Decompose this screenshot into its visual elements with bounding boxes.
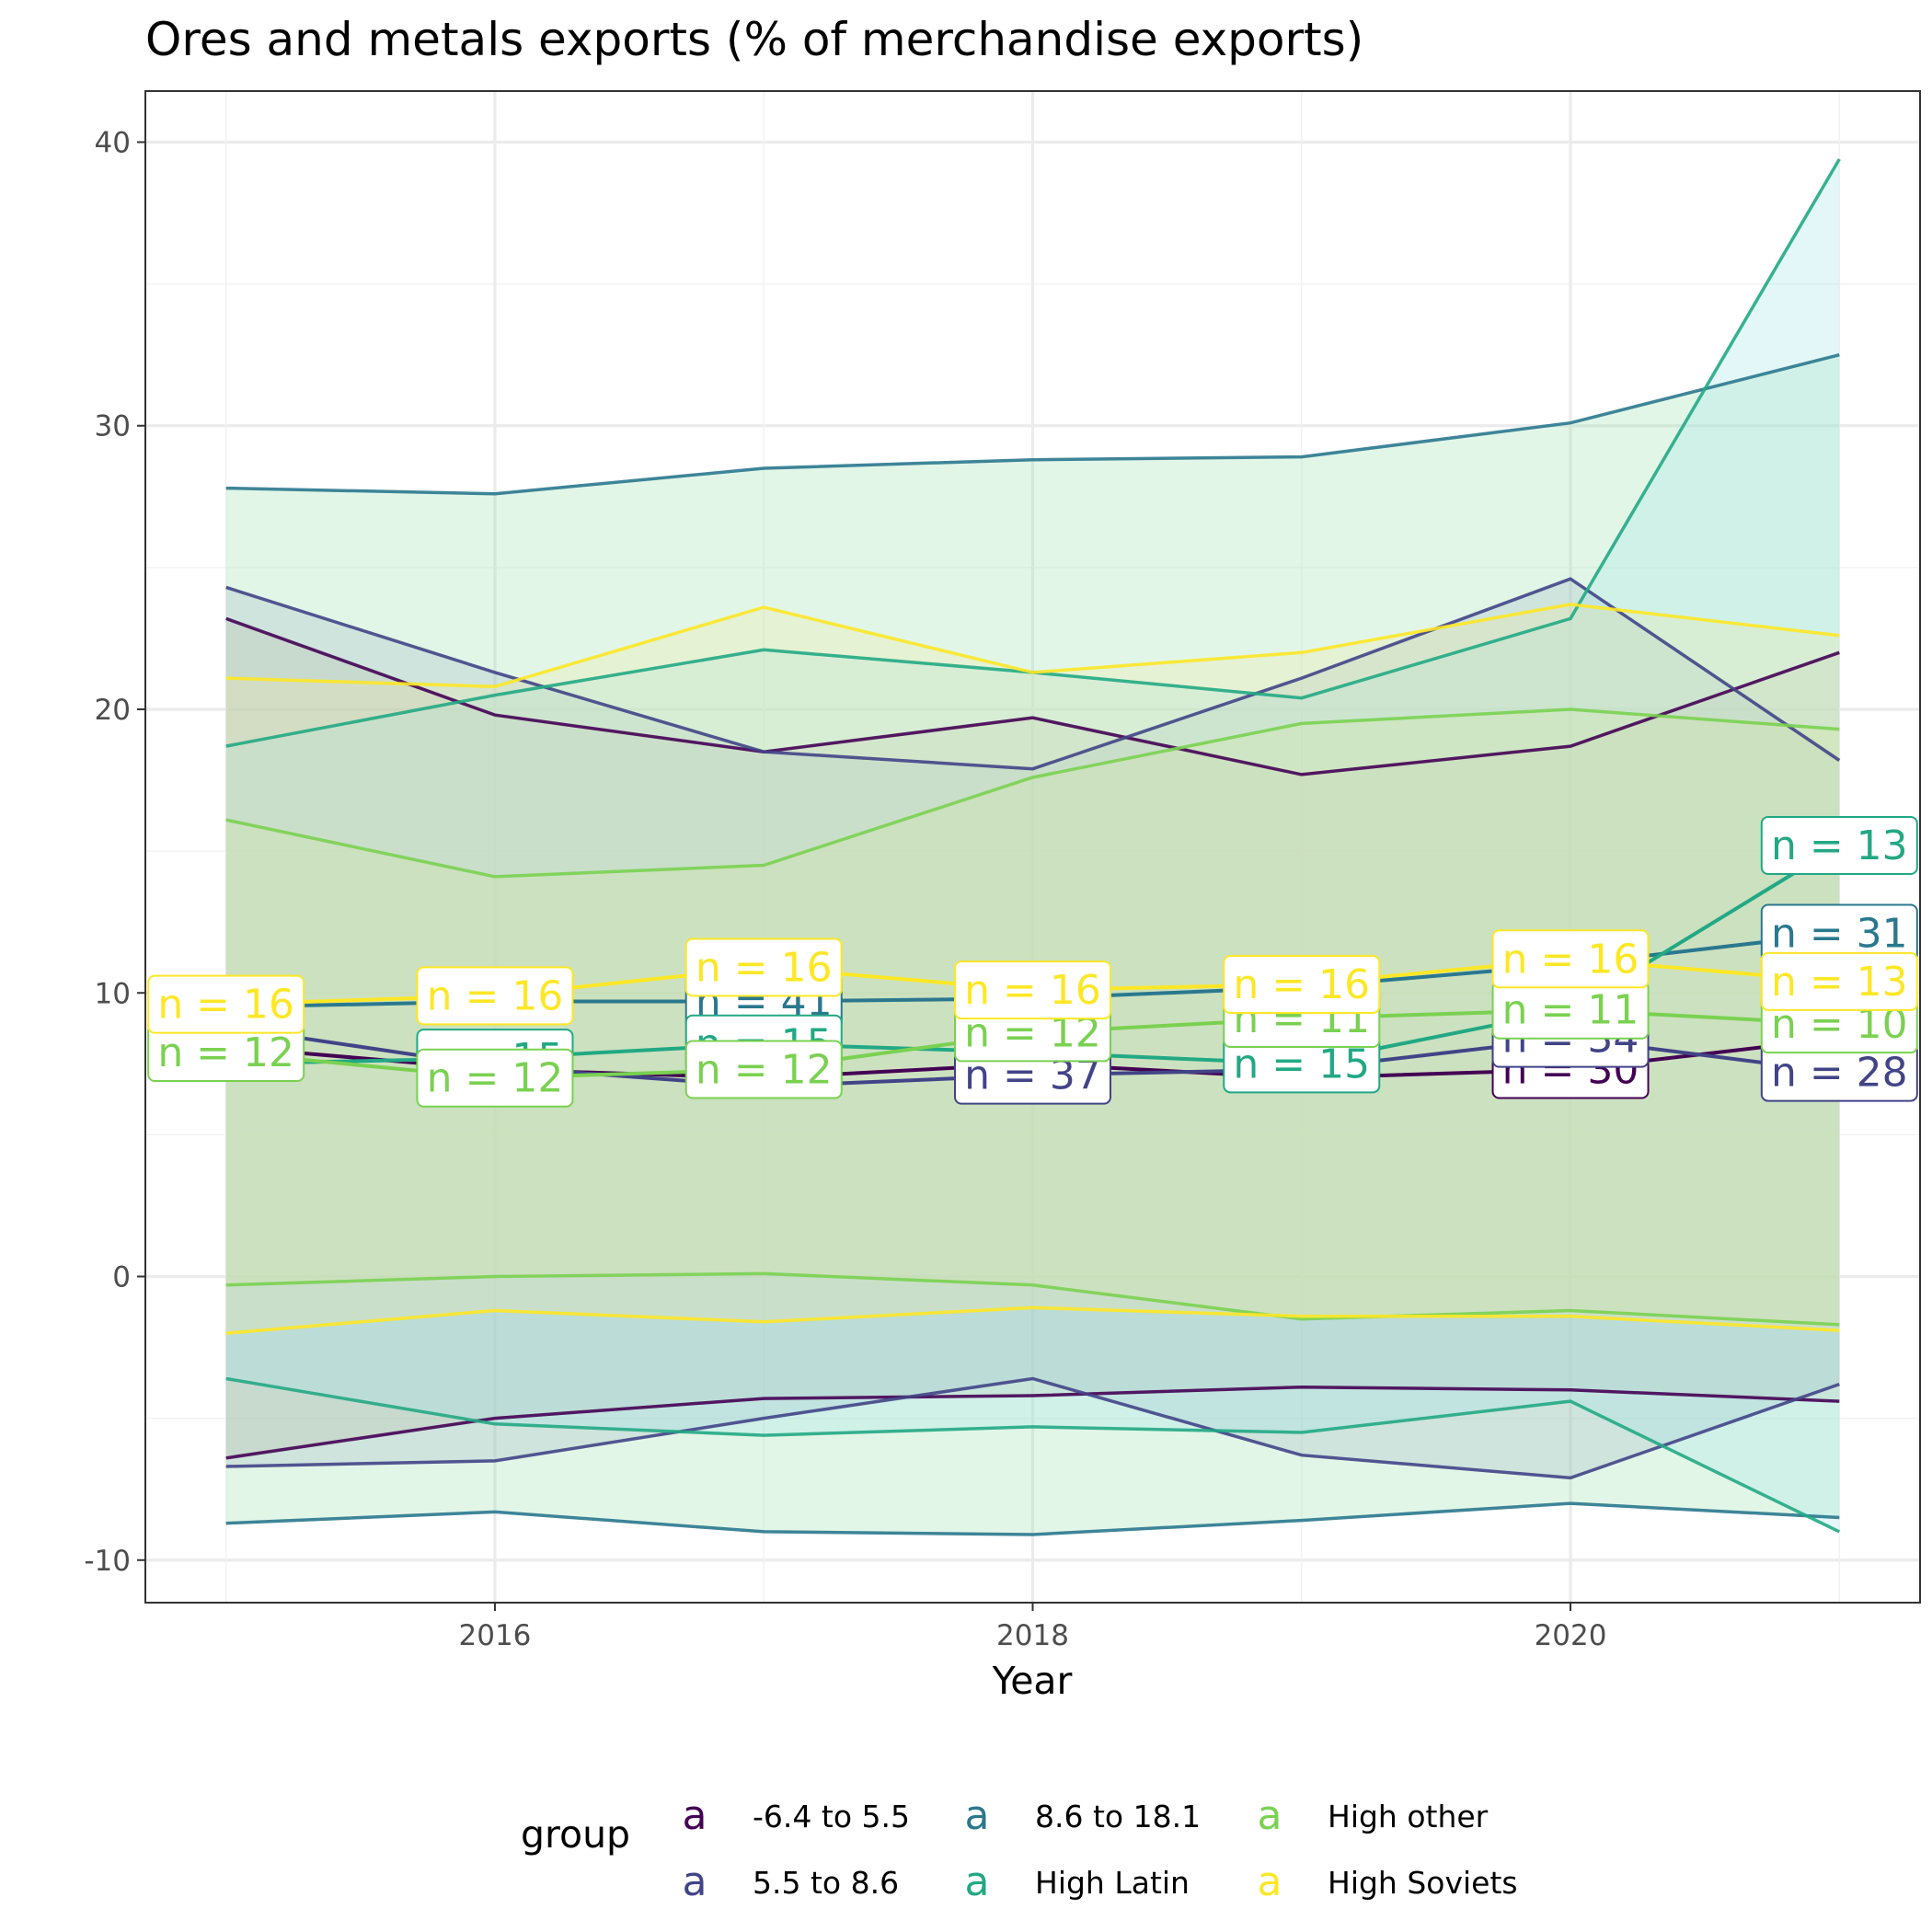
count-label-text: n = 12 [696,1046,833,1093]
gridlines [145,91,1920,1603]
legend-label: High other [1328,1799,1489,1834]
y-tick-label: 0 [112,1261,131,1294]
count-label-text: n = 16 [964,967,1101,1014]
count-label-box [1760,951,1918,1011]
count-label-High Soviets: n = 16 [416,966,574,1026]
count-label-box [1223,955,1381,1015]
y-tick-label: 10 [95,977,131,1010]
band-boundary-lines [225,158,1841,1536]
upper-line-5.5 to 8.6 [225,577,1841,771]
lower-line-High Latin [225,1376,1841,1534]
count-label-box [1760,815,1918,875]
count-label-High Soviets: n = 13 [1760,951,1918,1011]
count-label-text: n = 31 [1771,911,1908,958]
count-label-box [147,974,305,1034]
count-label-text: n = 16 [157,982,294,1029]
legend-key: a [965,1792,990,1839]
count-label-box [416,1048,574,1108]
count-label-text: n = 13 [1771,822,1908,869]
count-label-text: n = 13 [1771,959,1908,1006]
legend-key: a [1258,1858,1282,1905]
count-label-High other: n = 12 [684,1040,843,1099]
count-label-text: n = 11 [1502,987,1639,1034]
legend-key: a [965,1858,990,1905]
axes: -10 0 10 20 30 40 2016 2018 2020 [84,126,1606,1652]
count-label-text: n = 16 [1233,961,1370,1008]
legend-label: 5.5 to 8.6 [753,1865,899,1901]
legend-item-High Latin: a High Latin [965,1858,1190,1905]
count-label-High Soviets: n = 16 [147,974,305,1034]
upper-line-8.6 to 18.1 [225,353,1840,496]
y-tick-label: 30 [95,410,131,443]
chart-title: Ores and metals exports (% of merchandis… [145,13,1364,66]
band-High Latin [225,159,1840,1532]
count-label-High other: n = 11 [1491,980,1650,1040]
legend-label: High Soviets [1328,1865,1518,1901]
upper-line-High other [225,707,1840,879]
legend-label: -6.4 to 5.5 [753,1799,910,1834]
x-tick-label: 2020 [1535,1619,1607,1652]
count-label-box [954,960,1111,1020]
count-label-text: n = 16 [696,945,833,992]
count-label-text: n = 16 [1502,936,1639,983]
upper-line-High Soviets [225,603,1840,689]
count-label-text: n = 15 [1233,1041,1370,1087]
count-label-text: n = 12 [157,1029,294,1076]
legend-item-High Soviets: a High Soviets [1258,1858,1518,1905]
lower-line-5.5 to 8.6 [225,1376,1840,1480]
y-tick-label: 40 [95,126,131,159]
count-label-High Soviets: n = 16 [954,960,1111,1020]
upper-line--6.4 to 5.5 [225,616,1840,776]
legend-label: High Latin [1035,1865,1190,1901]
lower-line-8.6 to 18.1 [225,1501,1840,1536]
count-label-text: n = 12 [427,1055,564,1102]
count-label-box [416,966,574,1026]
lower-line--6.4 to 5.5 [225,1385,1840,1460]
legend-item-5.5 to 8.6: a 5.5 to 8.6 [683,1858,900,1905]
count-label-High Soviets: n = 16 [1491,929,1650,989]
count-label-text: n = 28 [1771,1050,1908,1097]
legend-label: 8.6 to 18.1 [1035,1799,1201,1834]
lower-line-High Soviets [225,1305,1840,1335]
count-label-High other: n = 12 [147,1022,305,1082]
legend-item--6.4 to 5.5: a -6.4 to 5.5 [683,1792,910,1839]
legend-key: a [683,1858,707,1905]
lower-line-High other [225,1271,1840,1327]
legend-item-8.6 to 18.1: a 8.6 to 18.1 [965,1792,1202,1839]
count-label-High other: n = 12 [416,1048,574,1108]
count-label-High Soviets: n = 16 [1223,955,1381,1015]
band-8.6 to 18.1 [225,354,1840,1535]
count-label-text: n = 16 [427,972,564,1019]
legend-key: a [683,1792,707,1839]
count-label-High Latin: n = 15 [1223,1034,1381,1094]
count-label-box [684,937,843,997]
y-tick-label: -10 [84,1545,131,1578]
y-tick-label: 20 [95,694,131,727]
count-label-8.6 to 18.1: n = 31 [1760,903,1918,963]
legend-key: a [1258,1792,1282,1839]
count-label-High Soviets: n = 16 [684,937,843,997]
legend: group a -6.4 to 5.5 a 5.5 to 8.6 a 8.6 to 18.1… [521,1792,1518,1905]
count-label-5.5 to 8.6: n = 28 [1760,1042,1918,1102]
count-labels: n = 30n = 37n = 34n = 28n = 41n = 31n = … [147,815,1918,1108]
legend-item-High other: a High other [1258,1792,1489,1839]
legend-title: group [521,1812,630,1857]
x-tick-label: 2016 [459,1619,532,1652]
count-label-box [1491,929,1650,989]
count-label-box [684,1040,843,1099]
x-tick-label: 2018 [996,1619,1069,1652]
x-axis-title: Year [992,1659,1073,1703]
count-label-High Latin: n = 13 [1760,815,1918,875]
